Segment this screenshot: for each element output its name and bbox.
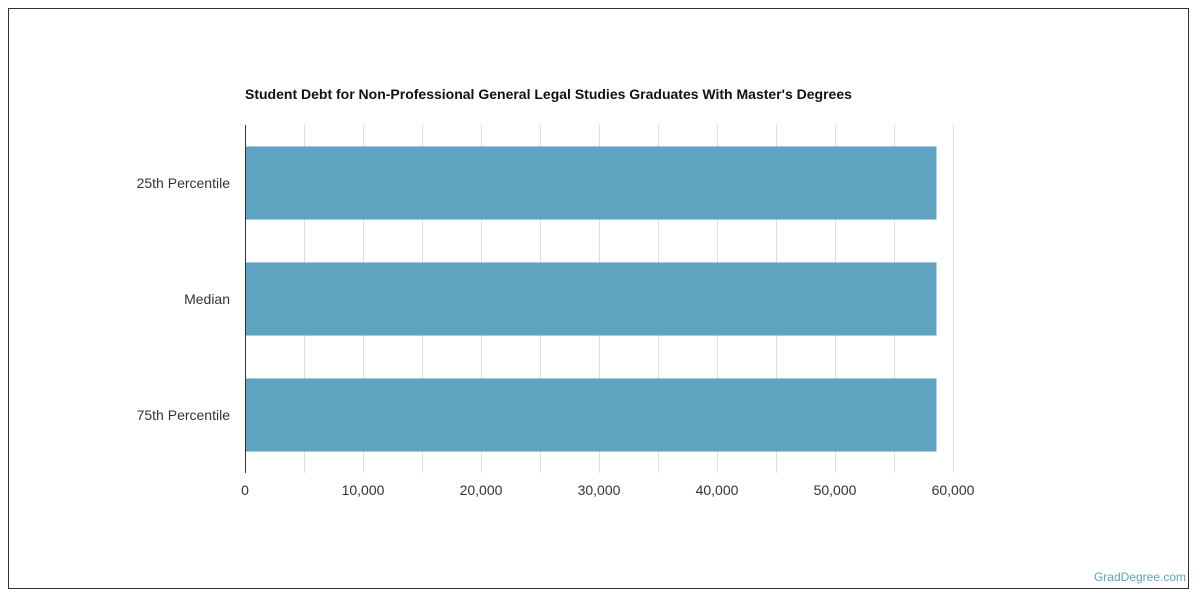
- category-label: 25th Percentile: [137, 175, 231, 191]
- x-tick-label: 30,000: [578, 482, 621, 498]
- x-tick-label: 0: [241, 482, 249, 498]
- x-tick-label: 10,000: [342, 482, 385, 498]
- chart-title: Student Debt for Non-Professional Genera…: [245, 86, 852, 102]
- x-axis-ticks: 0 10,000 20,000 30,000 40,000 50,000 60,000: [241, 482, 975, 498]
- bar-75th-percentile[interactable]: [245, 378, 937, 452]
- x-tick-label: 60,000: [932, 482, 975, 498]
- bar-25th-percentile[interactable]: [245, 146, 937, 220]
- category-label: 75th Percentile: [137, 407, 231, 423]
- bars: [245, 146, 937, 452]
- x-tick-label: 20,000: [460, 482, 503, 498]
- bar-median[interactable]: [245, 262, 937, 336]
- category-labels: 25th Percentile Median 75th Percentile: [137, 175, 231, 423]
- watermark-link[interactable]: GradDegree.com: [1093, 570, 1186, 584]
- x-tick-label: 40,000: [696, 482, 739, 498]
- category-label: Median: [184, 291, 230, 307]
- x-tick-label: 50,000: [814, 482, 857, 498]
